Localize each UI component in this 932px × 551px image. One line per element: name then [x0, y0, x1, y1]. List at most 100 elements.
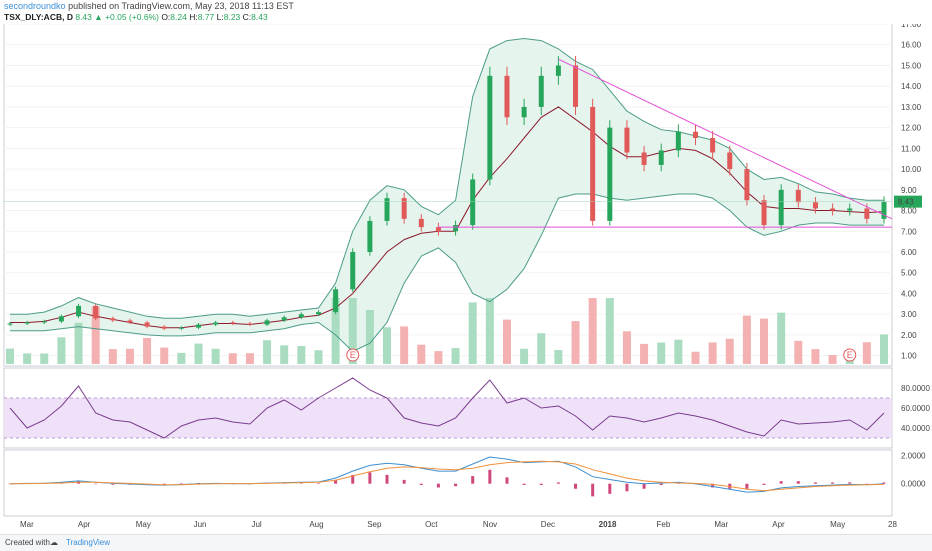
- volume-bar: [777, 312, 786, 364]
- volume-bar: [160, 347, 169, 364]
- volume-bar: [74, 322, 83, 364]
- price-tick-label: 8.00: [901, 207, 917, 216]
- last-price: 8.43: [75, 12, 92, 22]
- open-value: 8.24: [170, 12, 187, 22]
- bollinger-lower: [10, 193, 884, 353]
- volume-bar: [485, 298, 494, 364]
- price-pane: [3, 24, 893, 367]
- macd-histogram-bar: [111, 483, 115, 485]
- macd-histogram-bar: [762, 483, 766, 485]
- candle-body: [538, 75, 544, 107]
- price-tick-label: 1.00: [901, 352, 917, 361]
- chart-header: secondroundko published on TradingView.c…: [4, 1, 904, 25]
- bollinger-fill: [10, 38, 884, 352]
- candle-body: [453, 225, 459, 232]
- earnings-marker: [843, 348, 857, 362]
- macd-histogram-bar: [642, 483, 646, 489]
- high-value: 8.77: [197, 12, 215, 22]
- last-price-label: 8.43: [898, 198, 914, 207]
- volume-bar: [554, 350, 563, 364]
- candle-body: [881, 201, 887, 219]
- volume-bar: [537, 333, 546, 364]
- candle-body: [795, 189, 801, 203]
- macd-histogram-bar: [368, 472, 372, 484]
- macd-histogram-bar: [882, 482, 886, 484]
- volume-bar: [862, 342, 871, 364]
- candle-body: [350, 252, 356, 290]
- trendline-upper: [558, 58, 893, 220]
- macd-pane: [3, 449, 893, 517]
- macd-histogram-bar: [94, 483, 98, 485]
- price-tick-label: 17.00: [901, 24, 922, 29]
- macd-histogram-bar: [608, 483, 612, 494]
- macd-histogram-bar: [351, 474, 355, 484]
- candle-body: [761, 200, 767, 226]
- tradingview-link[interactable]: TradingView: [66, 538, 111, 547]
- candle-body: [692, 131, 698, 138]
- author-link[interactable]: secondroundko: [4, 1, 66, 11]
- volume-bar: [400, 326, 409, 364]
- last-price-box: [894, 195, 922, 208]
- price-change: +0.05 (+0.6%): [105, 12, 159, 22]
- volume-bar: [211, 348, 220, 364]
- x-axis-label: Sep: [367, 520, 382, 529]
- earnings-marker-label: E: [847, 350, 853, 360]
- candle-body: [744, 169, 750, 201]
- macd-histogram-bar: [402, 479, 406, 484]
- candle-body: [315, 312, 321, 315]
- candle-body: [521, 106, 527, 118]
- candle-body: [144, 322, 150, 327]
- published-info: published on TradingView.com, May 23, 20…: [68, 1, 294, 11]
- candle-body: [367, 220, 373, 252]
- candle-body: [812, 202, 818, 209]
- macd-histogram-bar: [316, 483, 320, 484]
- close-label: C:: [242, 12, 252, 22]
- macd-histogram-bar: [574, 483, 578, 489]
- x-axis-label: Apr: [78, 520, 91, 529]
- candle-body: [110, 318, 116, 321]
- publisher-line: secondroundko published on TradingView.c…: [4, 1, 904, 12]
- volume-bar: [434, 351, 443, 364]
- x-axis-label: Aug: [309, 520, 323, 529]
- candle-body: [127, 320, 133, 323]
- volume-bar: [6, 348, 14, 364]
- x-axis-label: Jul: [251, 520, 261, 529]
- candle-body: [418, 218, 424, 228]
- up-arrow-icon: ▲: [94, 12, 103, 22]
- candle-body: [864, 208, 870, 219]
- price-tick-label: 13.00: [901, 103, 922, 112]
- candle-body: [401, 198, 407, 219]
- chart-canvas[interactable]: 17.00 16.00 15.00 14.00 13.00 12.00 11.00 10.00…: [0, 24, 932, 534]
- macd-histogram-bar: [711, 483, 715, 488]
- macd-histogram-bar: [471, 476, 475, 484]
- volume-bar: [57, 337, 66, 364]
- x-axis-label: 28: [888, 520, 897, 529]
- x-axis-label: Oct: [425, 520, 438, 529]
- volume-bar: [245, 353, 254, 364]
- volume-bar: [571, 321, 580, 364]
- candle-body: [830, 208, 836, 211]
- symbol-label[interactable]: TSX_DLY:ACB, D: [4, 12, 73, 22]
- macd-tick-label: 0.0000: [901, 480, 926, 489]
- price-tick-label: 11.00: [901, 144, 921, 153]
- price-tick-label: 7.00: [901, 227, 917, 236]
- candle-body: [658, 150, 664, 165]
- volume-bar: [314, 350, 323, 364]
- volume-bar: [725, 338, 734, 364]
- low-label: L:: [216, 12, 224, 22]
- price-tick-label: 5.00: [901, 269, 917, 278]
- volume-bar: [297, 346, 306, 364]
- x-axis-label: Apr: [772, 520, 785, 529]
- price-tick-label: 4.00: [901, 289, 917, 298]
- x-axis-label: Dec: [541, 520, 555, 529]
- x-axis-label: Nov: [483, 520, 497, 529]
- volume-bar: [23, 353, 32, 364]
- volume-bar: [331, 298, 340, 364]
- macd-histogram-bar: [419, 483, 423, 485]
- macd-line: [9, 456, 885, 493]
- created-with-label: Created with: [5, 538, 50, 547]
- macd-histogram-bar: [162, 483, 166, 485]
- candle-body: [435, 227, 441, 232]
- macd-histogram-bar: [179, 483, 183, 484]
- price-tick-label: 14.00: [901, 82, 922, 91]
